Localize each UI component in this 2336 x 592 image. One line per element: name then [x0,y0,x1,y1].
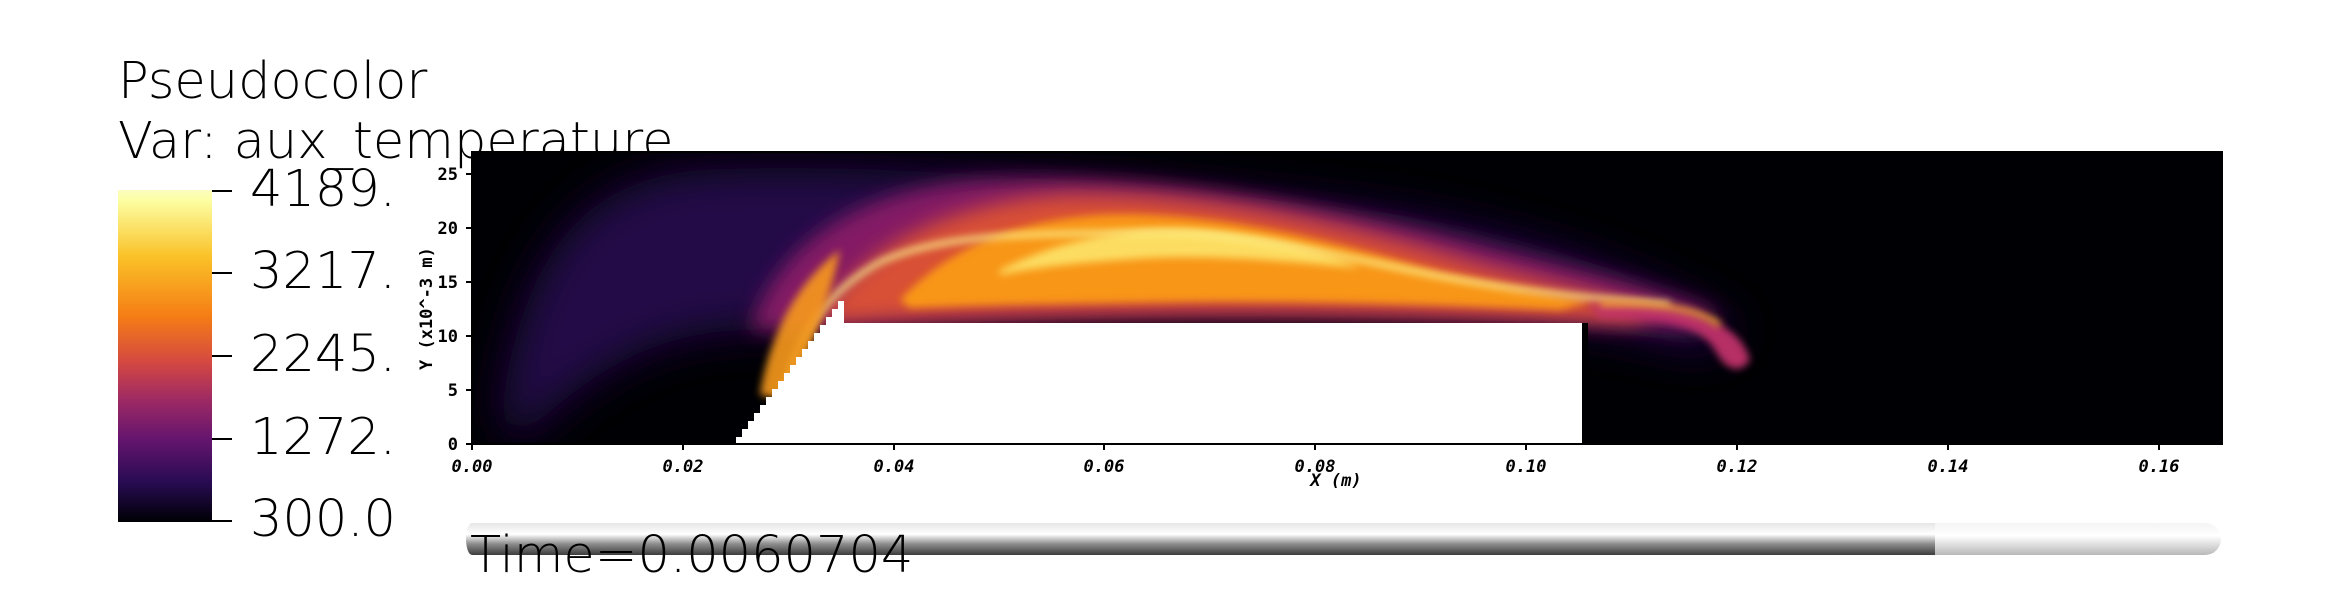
obstacle-right-edge [1582,323,1588,445]
y-tick: 0 [448,435,472,455]
x-tick-label: 0.14 [1928,457,1969,477]
x-tick-label: 0.16 [2139,457,2180,477]
colorbar-tick-mark [212,190,232,192]
x-tick: 0.14 [1928,444,1969,477]
colorbar-tick-mark [212,272,232,274]
plot-frame [471,151,2223,445]
x-axis: 0.00 0.02 0.04 0.06 0.08 0.10 0.12 0.14 … [452,444,2180,491]
y-tick-label: 0 [448,435,458,455]
colorbar [118,190,212,522]
y-axis-label: Y (x10^-3 m) [417,247,437,370]
y-tick: 20 [438,219,472,239]
time-slider-track-elapsed [472,523,1935,555]
x-tick: 0.04 [874,444,915,477]
colorbar-tick-mark [212,520,232,522]
y-tick: 5 [448,381,472,401]
colorbar-tick-label: 3217. [250,242,397,301]
x-tick-label: 0.08 [1295,457,1336,477]
y-tick-label: 25 [438,165,458,185]
y-tick-label: 10 [438,327,458,347]
x-tick-label: 0.00 [452,457,493,477]
x-tick-label: 0.06 [1084,457,1125,477]
x-tick: 0.12 [1717,444,1758,477]
x-tick-label: 0.10 [1506,457,1547,477]
y-tick-label: 20 [438,219,458,239]
temperature-field [500,168,1750,440]
x-tick: 0.16 [2139,444,2180,477]
y-tick: 25 [438,165,472,185]
time-slider [466,523,2221,555]
y-tick: 10 [438,327,472,347]
legend-title: Pseudocolor [118,52,428,111]
x-tick: 0.02 [663,444,704,477]
x-tick-label: 0.02 [663,457,704,477]
x-tick-label: 0.04 [874,457,915,477]
time-slider-end-cap [2189,523,2221,555]
time-slider-track-remaining [1935,523,2205,555]
x-tick: 0.08 [1295,444,1336,477]
time-slider-start-cap [466,523,478,555]
colorbar-tick-mark [212,438,232,440]
y-tick: 15 [438,273,472,293]
y-axis: 0 5 10 15 20 25 Y (x10^-3 m) [417,165,472,455]
time-label: Time=0.0060704 [470,526,914,585]
x-tick: 0.06 [1084,444,1125,477]
colorbar-tick-label: 2245. [250,325,397,384]
colorbar-tick-mark [212,355,232,357]
colorbar-tick-label-max: 4189. [250,160,397,219]
x-tick: 0.10 [1506,444,1547,477]
colorbar-tick-label: 1272. [250,408,397,467]
colorbar-tick-label-min: 300.0 [250,490,397,549]
x-tick: 0.00 [452,444,493,477]
y-tick-label: 15 [438,273,458,293]
x-axis-label: X (m) [1308,471,1361,491]
x-tick-label: 0.12 [1717,457,1758,477]
obstacle-body [844,323,1582,445]
y-tick-label: 5 [448,381,458,401]
